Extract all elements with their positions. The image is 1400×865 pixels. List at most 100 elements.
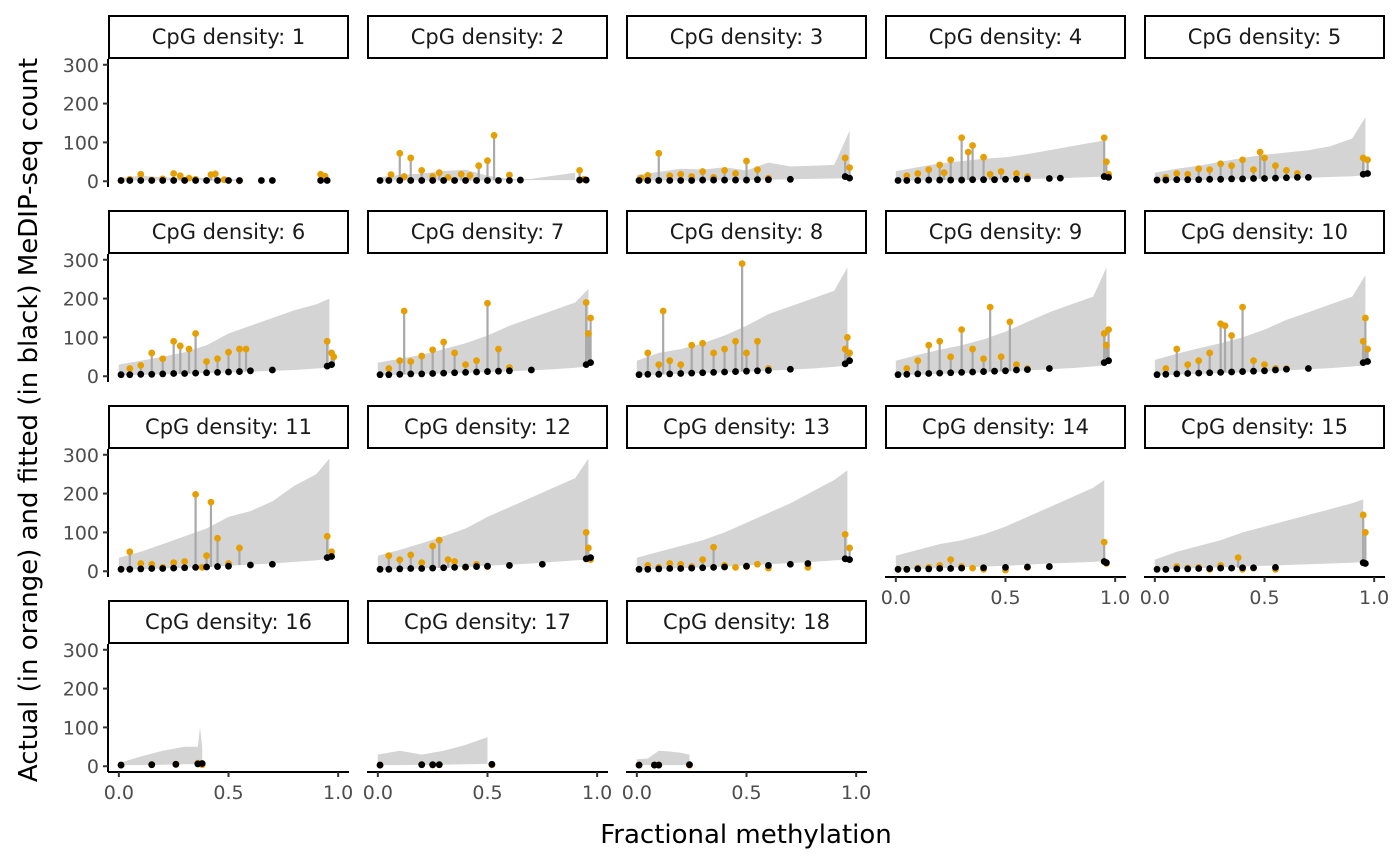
actual-point (159, 355, 167, 363)
fitted-point (538, 560, 546, 568)
fitted-point (317, 177, 325, 184)
facet-panel: CpG density: 10 (1144, 210, 1385, 379)
fitted-point (473, 177, 480, 184)
fitted-point (181, 177, 189, 184)
fitted-point (1228, 368, 1236, 376)
fitted-point (958, 564, 966, 572)
actual-point (732, 170, 739, 177)
actual-point (1239, 156, 1246, 164)
facet-panel: CpG density: 8 (626, 210, 867, 379)
fitted-point (440, 369, 448, 377)
actual-point (148, 349, 156, 357)
facet-strip (367, 210, 608, 254)
fitted-point (484, 177, 491, 184)
facet-panel: CpG density: 2 (367, 15, 608, 184)
actual-point (666, 172, 674, 180)
fitted-point (699, 369, 707, 377)
fitted-point (214, 177, 221, 184)
fitted-point (644, 370, 652, 378)
fitted-point (576, 176, 584, 184)
x-tick-label: 1.0 (1359, 587, 1389, 609)
fitted-point (148, 177, 156, 184)
fitted-point (1013, 366, 1020, 374)
actual-point (451, 349, 459, 357)
x-tick-label: 0.0 (104, 782, 134, 804)
fitted-point (846, 174, 853, 182)
fitted-point (635, 761, 643, 769)
x-tick-label: 0.5 (213, 782, 243, 804)
fitted-point (1239, 368, 1246, 375)
prediction-band (636, 750, 690, 766)
actual-point (185, 345, 193, 353)
actual-point (677, 361, 685, 368)
facet-strip (626, 600, 867, 644)
y-tick-label: 100 (63, 717, 99, 739)
actual-point (914, 357, 922, 365)
facet-strip-label: CpG density: 9 (929, 220, 1083, 244)
actual-point (1184, 361, 1192, 368)
fitted-point (117, 565, 125, 573)
actual-point (137, 560, 145, 567)
facet-panel: CpG density: 12 (367, 405, 608, 573)
fitted-point (1206, 369, 1214, 377)
actual-point (236, 345, 243, 353)
fitted-point (644, 177, 652, 184)
facet-panel: CpG density: 11 0 100 200 300 (63, 405, 349, 583)
actual-point (655, 149, 663, 157)
actual-point (925, 166, 933, 173)
fitted-point (947, 369, 955, 377)
x-tick-label: 1.0 (582, 782, 612, 804)
actual-point (936, 161, 944, 169)
actual-point (407, 551, 415, 559)
fitted-point (903, 370, 911, 378)
facet-panel: CpG density: 5 (1144, 15, 1385, 184)
fitted-point (1102, 559, 1110, 567)
fitted-point (958, 368, 966, 376)
x-tick-label: 0.0 (881, 587, 911, 609)
y-tick-label: 200 (63, 289, 99, 311)
actual-point (242, 345, 250, 353)
facet-strip (885, 15, 1126, 59)
actual-point (846, 349, 853, 357)
fitted-point (462, 563, 469, 571)
facet-panel: CpG density: 13 (626, 405, 867, 573)
facet-strip (367, 15, 608, 59)
fitted-point (969, 176, 977, 184)
prediction-band (1154, 117, 1366, 181)
actual-point (236, 544, 243, 552)
fitted-point (635, 177, 643, 184)
fitted-point (925, 176, 933, 184)
actual-point (214, 355, 221, 363)
fitted-point (192, 563, 200, 571)
fitted-point (247, 367, 254, 375)
fitted-point (1206, 175, 1214, 183)
actual-point (214, 534, 221, 542)
fitted-point (495, 177, 502, 184)
facet-strip-label: CpG density: 5 (1188, 25, 1342, 49)
actual-point (947, 156, 955, 164)
prediction-band (636, 267, 848, 376)
fitted-point (1206, 565, 1214, 572)
facet-strip-label: CpG density: 6 (152, 220, 306, 244)
fitted-point (148, 761, 156, 769)
actual-point (841, 530, 849, 538)
fitted-point (137, 565, 145, 573)
actual-point (1272, 162, 1279, 170)
actual-point (429, 542, 437, 550)
fitted-point (655, 565, 663, 573)
fitted-point (1228, 564, 1236, 572)
fitted-point (914, 370, 922, 378)
fitted-point (203, 177, 210, 184)
fitted-point (786, 365, 794, 373)
actual-point (699, 556, 707, 563)
actual-point (1195, 165, 1203, 173)
fitted-point (473, 563, 480, 570)
fitted-point (148, 565, 156, 572)
fitted-point (396, 177, 404, 184)
fitted-point (451, 369, 459, 377)
actual-point (699, 339, 707, 347)
actual-point (986, 303, 994, 311)
actual-point (1105, 326, 1112, 334)
prediction-band (118, 458, 330, 570)
fitted-point (236, 368, 243, 375)
